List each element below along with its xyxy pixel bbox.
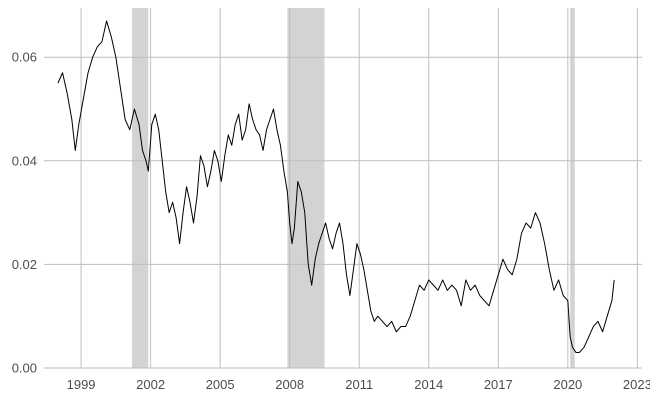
x-tick-label: 2005	[206, 377, 235, 392]
x-tick-label: 1999	[67, 377, 96, 392]
y-axis: 0.00 0.02 0.04 0.06	[12, 50, 37, 376]
recession-shading	[132, 8, 575, 368]
series-line-0	[57, 20, 615, 353]
y-tick-label: 0.02	[12, 257, 37, 272]
recession-band-2	[570, 8, 575, 368]
y-tick-label: 0.04	[12, 153, 37, 168]
y-tick-label: 0.06	[12, 50, 37, 65]
y-tick-label: 0.00	[12, 361, 37, 376]
x-axis: 1999 2002 2005 2008 2011 2014 2017 2020 2023	[67, 377, 650, 392]
recession-band-0	[132, 8, 149, 368]
x-tick-label: 2014	[414, 377, 443, 392]
x-tick-label: 2011	[345, 377, 373, 392]
x-tick-label: 2017	[484, 377, 513, 392]
x-tick-label: 2002	[136, 377, 165, 392]
x-tick-label: 2020	[553, 377, 582, 392]
series-layer	[57, 20, 615, 353]
recession-band-1	[287, 8, 325, 368]
x-tick-label: 2023	[623, 377, 650, 392]
grid	[44, 8, 642, 369]
x-tick-label: 2008	[275, 377, 304, 392]
